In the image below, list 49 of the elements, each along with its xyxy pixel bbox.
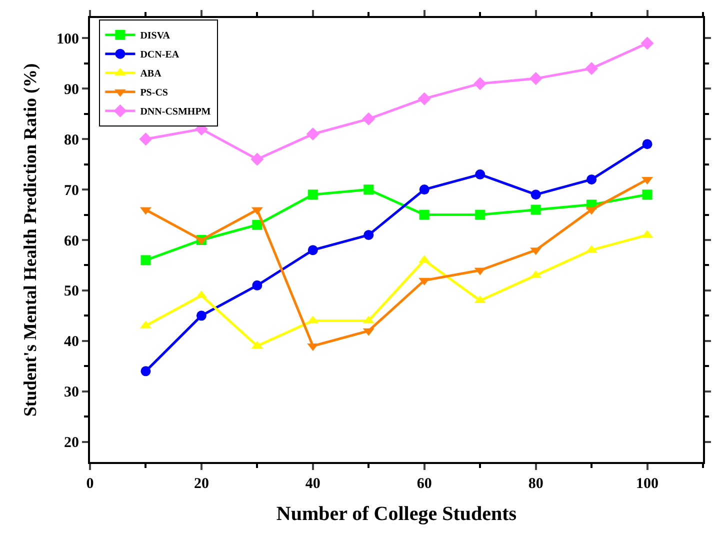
point (529, 72, 542, 86)
y-tick-label: 90 (64, 82, 79, 98)
point (640, 36, 654, 50)
point (364, 184, 374, 195)
x-tick-label: 20 (194, 476, 209, 492)
legend-label: PS-CS (140, 88, 168, 99)
point (474, 77, 487, 90)
point (419, 184, 430, 195)
y-tick-label: 70 (64, 182, 79, 199)
point (419, 210, 430, 220)
point (642, 190, 652, 200)
point (306, 128, 320, 141)
x-axis-title: Number of College Students (276, 503, 517, 525)
point (250, 152, 264, 166)
point (139, 132, 152, 146)
point (530, 190, 541, 200)
y-tick-label: 80 (64, 132, 79, 148)
y-tick-label: 40 (64, 334, 79, 350)
point (362, 112, 376, 126)
point (140, 255, 151, 266)
point (642, 139, 652, 150)
legend-label: DISVA (140, 30, 171, 42)
y-axis-title: Student's Mental Health Prediction Ratio (%) (20, 63, 40, 417)
x-tick-label: 0 (86, 476, 94, 492)
point (140, 366, 151, 376)
point (252, 220, 262, 230)
y-tick-label: 100 (56, 31, 79, 48)
legend-label: DNN-CSMHPM (140, 106, 212, 118)
point (585, 62, 598, 75)
y-tick-label: 30 (64, 384, 79, 401)
point (586, 174, 597, 184)
legend-label: ABA (140, 68, 162, 80)
point (252, 280, 262, 290)
point (196, 310, 206, 321)
x-tick-label: 100 (636, 476, 659, 492)
x-tick-label: 80 (528, 476, 544, 492)
point (418, 92, 431, 106)
legend-label: DCN-EA (140, 50, 180, 61)
point (475, 210, 486, 220)
x-tick-label: 40 (305, 476, 320, 492)
x-tick-label: 60 (416, 476, 432, 492)
point (475, 169, 486, 180)
point (308, 245, 318, 256)
y-tick-label: 60 (64, 233, 79, 250)
point (530, 204, 541, 215)
point (364, 230, 374, 240)
point (308, 190, 318, 200)
y-tick-label: 20 (64, 435, 79, 452)
y-tick-label: 50 (64, 284, 79, 300)
